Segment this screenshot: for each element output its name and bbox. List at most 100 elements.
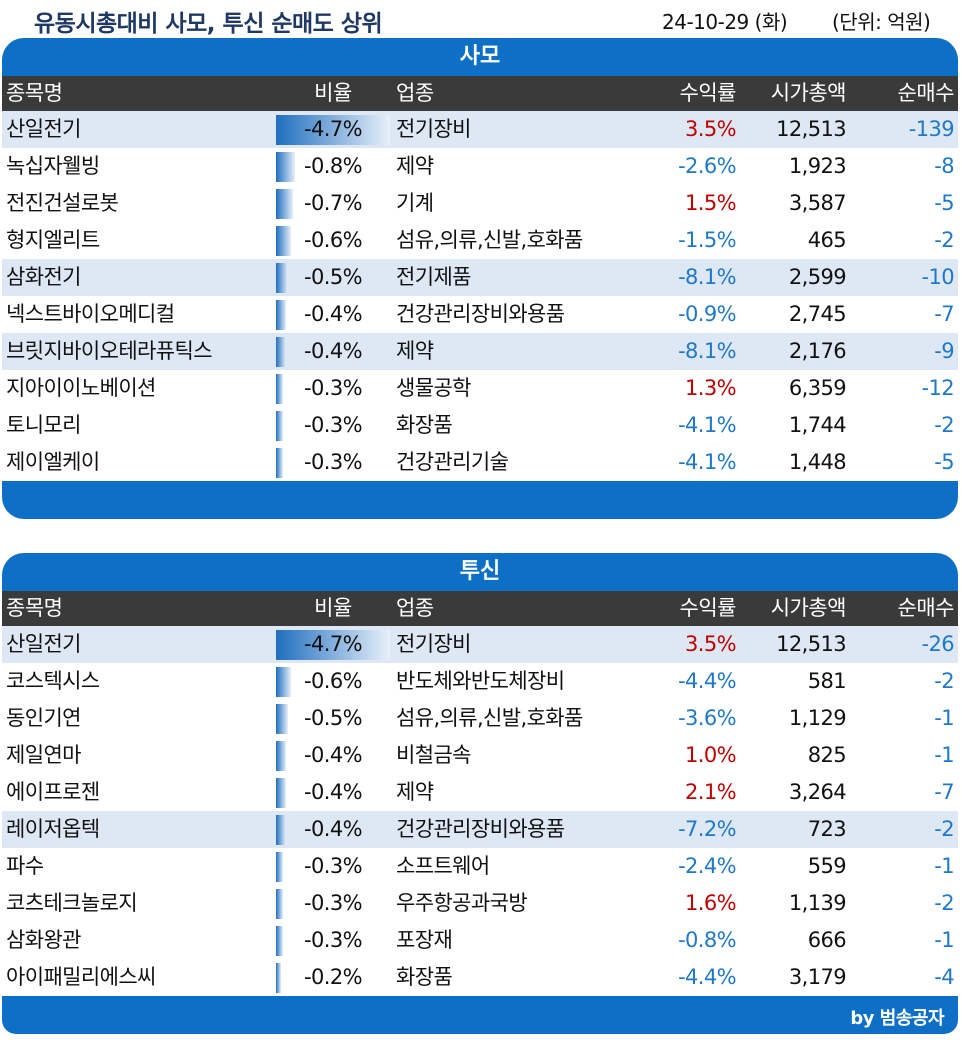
stock-name: 레이저옵텍 (6, 817, 100, 841)
market-cap: 1,129 (788, 706, 847, 730)
ratio-value: -0.3% (304, 450, 363, 474)
ratio-value: -0.6% (304, 228, 363, 252)
net-sell: -4 (934, 965, 954, 989)
stock-name: 에이프로젠 (6, 780, 100, 804)
ratio-value: -0.2% (304, 965, 363, 989)
return-value: -2.6% (678, 154, 737, 178)
table-row: 산일전기 -4.7% 전기장비 3.5% 12,513 -139 (2, 111, 958, 148)
col-name: 종목명 (6, 81, 63, 105)
ratio-value: -4.7% (304, 117, 363, 141)
col-market-cap: 시가총액 (770, 81, 847, 105)
return-value: -8.1% (678, 265, 737, 289)
net-sell: -1 (934, 706, 954, 730)
stock-name: 형지엘리트 (6, 228, 100, 252)
ratio-value: -0.6% (304, 669, 363, 693)
industry: 제약 (396, 780, 434, 804)
ratio-bar (276, 815, 286, 845)
ratio-bar (276, 778, 286, 808)
stock-name: 삼화왕관 (6, 928, 81, 952)
stock-name: 파수 (6, 854, 44, 878)
col-industry: 업종 (396, 81, 434, 105)
return-value: 3.5% (685, 117, 737, 141)
ratio-bar (276, 152, 295, 182)
market-cap: 825 (807, 743, 847, 767)
ratio-value: -0.5% (304, 265, 363, 289)
stock-name: 산일전기 (6, 632, 81, 656)
table-row: 코스텍시스 -0.6% 반도체와반도체장비 -4.4% 581 -2 (2, 663, 958, 700)
stock-name: 넥스트바이오메디컬 (6, 302, 175, 326)
ratio-value: -0.3% (304, 413, 363, 437)
stock-name: 녹십자웰빙 (6, 154, 100, 178)
unit-label: (단위: 억원) (832, 10, 931, 34)
market-cap: 3,587 (788, 191, 847, 215)
market-cap: 3,179 (788, 965, 847, 989)
col-ratio: 비율 (314, 596, 352, 620)
col-return: 수익률 (679, 596, 737, 620)
table-row: 동인기연 -0.5% 섬유,의류,신발,호화품 -3.6% 1,129 -1 (2, 700, 958, 737)
industry: 전기제품 (396, 265, 471, 289)
market-cap: 723 (807, 817, 847, 841)
market-cap: 1,923 (788, 154, 847, 178)
return-value: -4.1% (678, 450, 737, 474)
return-value: 1.3% (685, 376, 737, 400)
stock-name: 아이패밀리에스씨 (6, 965, 156, 989)
return-value: -4.1% (678, 413, 737, 437)
ratio-bar (276, 300, 286, 330)
stock-name: 동인기연 (6, 706, 81, 730)
net-sell: -2 (934, 817, 954, 841)
industry: 소프트웨어 (396, 854, 490, 878)
return-value: 2.1% (685, 780, 737, 804)
stock-name: 산일전기 (6, 117, 81, 141)
industry: 전기장비 (396, 632, 471, 656)
net-sell: -2 (934, 228, 954, 252)
net-sell: -1 (934, 743, 954, 767)
return-value: -7.2% (678, 817, 737, 841)
ratio-bar (276, 963, 281, 993)
ratio-value: -0.4% (304, 743, 363, 767)
report-date: 24-10-29 (화) (662, 10, 788, 34)
table-row: 코츠테크놀로지 -0.3% 우주항공과국방 1.6% 1,139 -2 (2, 885, 958, 922)
col-net-sell: 순매수 (897, 596, 955, 620)
ratio-bar (276, 667, 291, 697)
ratio-value: -0.5% (304, 706, 363, 730)
col-net-sell: 순매수 (897, 81, 955, 105)
stock-name: 코스텍시스 (6, 669, 100, 693)
industry: 우주항공과국방 (396, 891, 528, 915)
market-cap: 2,176 (788, 339, 847, 363)
table-row: 에이프로젠 -0.4% 제약 2.1% 3,264 -7 (2, 774, 958, 811)
ratio-value: -0.3% (304, 928, 363, 952)
market-cap: 559 (807, 854, 847, 878)
table-row: 제이엘케이 -0.3% 건강관리기술 -4.1% 1,448 -5 (2, 444, 958, 481)
ratio-bar (276, 337, 286, 367)
stock-name: 토니모리 (6, 413, 81, 437)
stock-name: 브릿지바이오테라퓨틱스 (6, 339, 213, 363)
ratio-value: -0.3% (304, 376, 363, 400)
ratio-bar (276, 226, 291, 256)
table-row: 지아이이노베이션 -0.3% 생물공학 1.3% 6,359 -12 (2, 370, 958, 407)
return-value: -0.8% (678, 928, 737, 952)
ratio-bar (276, 448, 283, 478)
net-sell: -2 (934, 891, 954, 915)
table-row: 레이저옵텍 -0.4% 건강관리장비와용품 -7.2% 723 -2 (2, 811, 958, 848)
table-row: 삼화왕관 -0.3% 포장재 -0.8% 666 -1 (2, 922, 958, 959)
return-value: -4.4% (678, 669, 737, 693)
col-name: 종목명 (6, 596, 63, 620)
section-footer: by 범송공자 (2, 996, 958, 1034)
return-value: -8.1% (678, 339, 737, 363)
table-row: 파수 -0.3% 소프트웨어 -2.4% 559 -1 (2, 848, 958, 885)
ratio-bar (276, 852, 283, 882)
market-cap: 1,139 (788, 891, 847, 915)
net-sell: -10 (921, 265, 955, 289)
stock-name: 제일연마 (6, 743, 81, 767)
industry: 화장품 (396, 965, 453, 989)
return-value: -3.6% (678, 706, 737, 730)
table-row: 제일연마 -0.4% 비철금속 1.0% 825 -1 (2, 737, 958, 774)
section-footer (2, 481, 958, 519)
ratio-bar (276, 889, 283, 919)
industry: 전기장비 (396, 117, 471, 141)
industry: 건강관리기술 (396, 450, 509, 474)
market-cap: 2,599 (788, 265, 847, 289)
stock-name: 코츠테크놀로지 (6, 891, 138, 915)
net-sell: -2 (934, 413, 954, 437)
ratio-bar (276, 115, 390, 145)
